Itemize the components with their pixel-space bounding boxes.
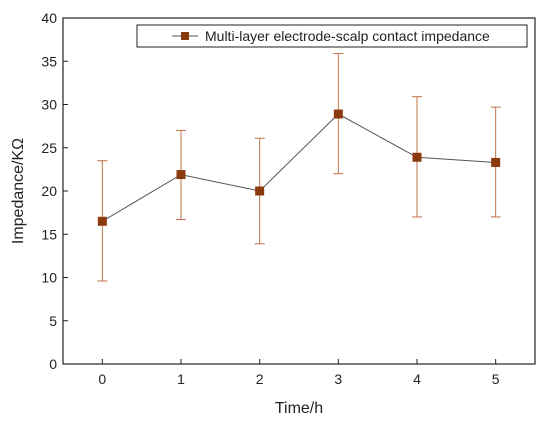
legend-marker [181, 32, 189, 40]
data-point [97, 216, 107, 226]
legend: Multi-layer electrode-scalp contact impe… [136, 24, 528, 48]
series-line [102, 113, 496, 222]
plot-frame [62, 17, 536, 365]
y-tick-label: 25 [41, 140, 57, 156]
y-tick-label: 40 [41, 10, 57, 26]
y-tick-label: 20 [41, 183, 57, 199]
data-point [176, 170, 186, 180]
y-axis: 0 5 10 15 20 25 30 35 40 [41, 10, 68, 372]
legend-label: Multi-layer electrode-scalp contact impe… [205, 28, 490, 44]
data-point [333, 109, 343, 119]
x-tick-label: 4 [413, 371, 421, 387]
x-tick-label: 0 [98, 371, 106, 387]
y-tick-label: 10 [41, 270, 57, 286]
x-axis: 0 1 2 3 4 5 [98, 359, 500, 387]
x-axis-title: Time/h [275, 400, 323, 417]
x-tick-label: 1 [177, 371, 185, 387]
legend-box [136, 24, 528, 48]
data-point [412, 152, 422, 162]
x-tick-label: 2 [256, 371, 264, 387]
y-tick-label: 15 [41, 226, 57, 242]
plot-area [62, 17, 536, 365]
series [97, 52, 501, 282]
x-tick-label: 3 [334, 371, 342, 387]
y-tick-label: 0 [49, 356, 57, 372]
y-tick-label: 5 [49, 313, 57, 329]
x-tick-label: 5 [492, 371, 500, 387]
data-point [491, 157, 501, 167]
y-tick-label: 35 [41, 53, 57, 69]
data-point [255, 186, 265, 196]
y-tick-label: 30 [41, 97, 57, 113]
y-axis-title: Impedance/KΩ [10, 138, 27, 244]
